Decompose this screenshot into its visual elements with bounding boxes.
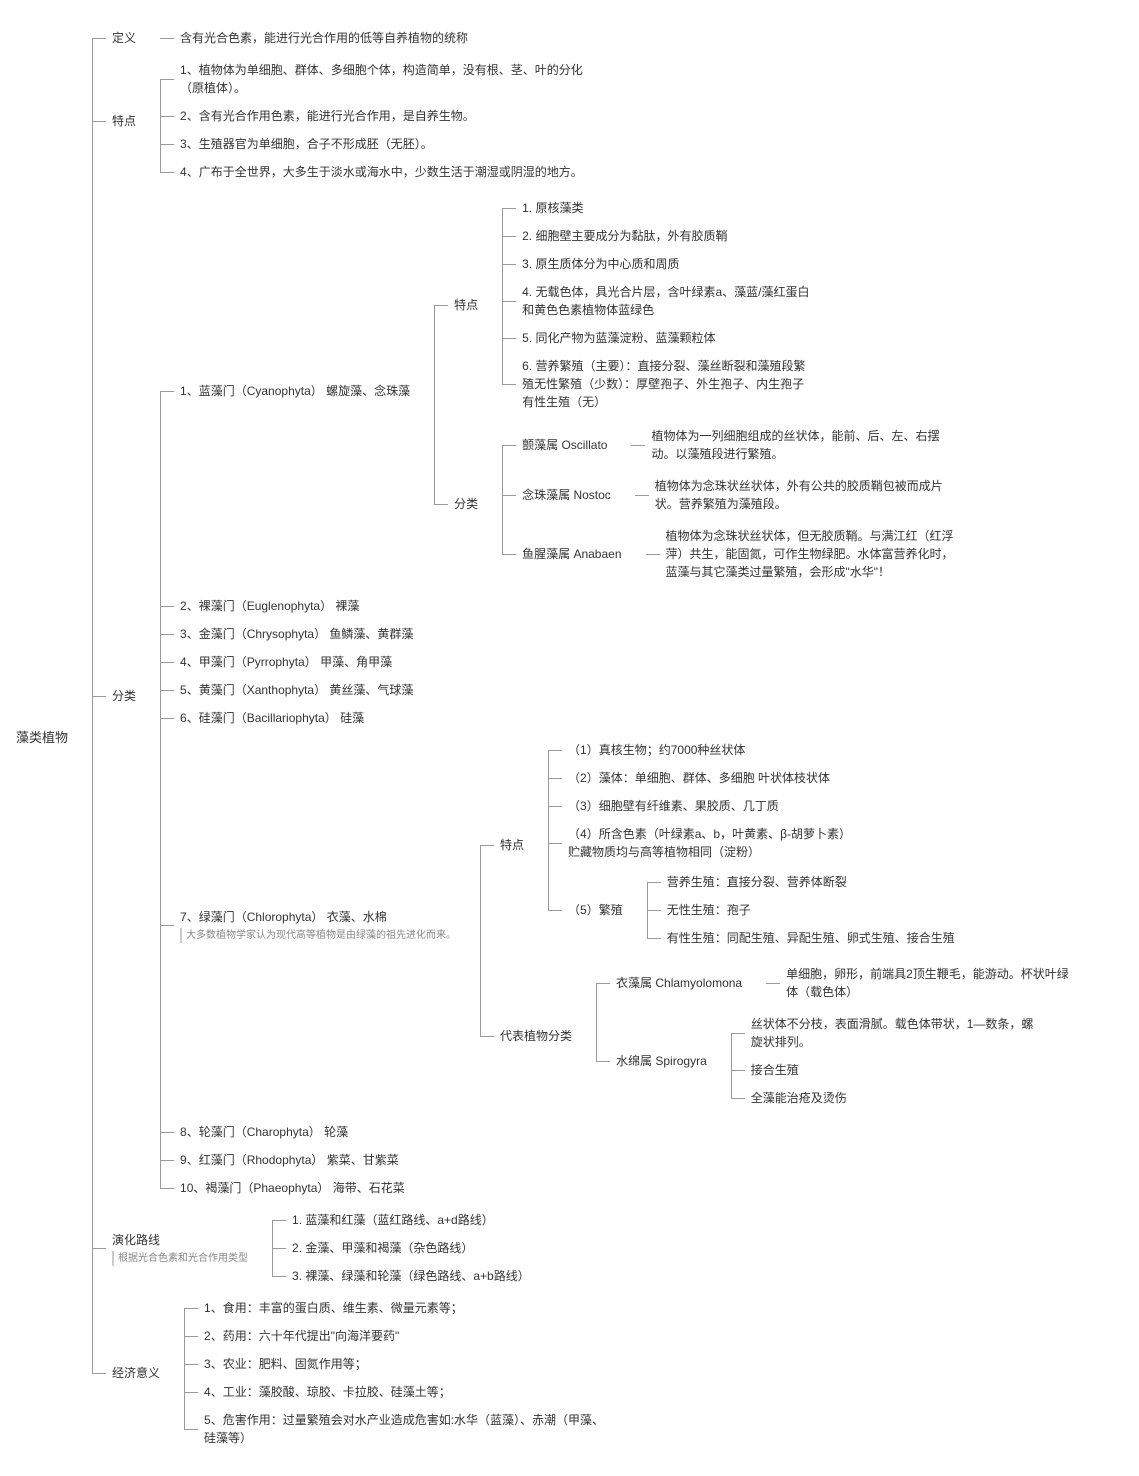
economy-item: 2、药用：六十年代提出"向海洋要药" bbox=[198, 1324, 405, 1348]
evolution-item: 3. 裸藻、绿藻和轮藻（绿色路线、a+b路线） bbox=[286, 1264, 536, 1288]
cyano-feature: 6. 营养繁殖（主要）：直接分裂、藻丝断裂和藻殖段繁殖无性繁殖（少数）：厚壁孢子… bbox=[516, 354, 816, 414]
economy-item: 3、农业：肥料、固氮作用等； bbox=[198, 1352, 373, 1376]
features-label: 特点 bbox=[106, 109, 142, 133]
genus-desc: 植物体为念珠状丝状体，外有公共的胶质鞘包被而成片状。营养繁殖为藻殖段。 bbox=[649, 474, 949, 516]
genus-name: 念珠藻属 Nostoc bbox=[516, 483, 617, 507]
chloro-reprod-item: 有性生殖：同配生殖、异配生殖、卵式生殖、接合生殖 bbox=[661, 926, 961, 950]
spiro-item: 丝状体不分枝，表面滑腻。载色体带状，1—数条，螺旋状排列。 bbox=[745, 1012, 1045, 1054]
root-node: 藻类植物 bbox=[10, 725, 74, 751]
evolution-sub: 根据光合色素和光合作用类型 bbox=[112, 1251, 248, 1266]
cyano-feature: 4. 无载色体，具光合片层，含叶绿素a、藻蓝/藻红蛋白和黄色色素植物体蓝绿色 bbox=[516, 280, 816, 322]
phylum-item: 5、黄藻门（Xanthophyta） 黄丝藻、气球藻 bbox=[174, 678, 419, 702]
phylum-item: 6、硅藻门（Bacillariophyta） 硅藻 bbox=[174, 706, 370, 730]
phylum-item: 3、金藻门（Chrysophyta） 鱼鳞藻、黄群藻 bbox=[174, 622, 419, 646]
genus-desc: 植物体为念珠状丝状体，但无胶质鞘。与满江红（红浮萍）共生，能固氮，可作生物绿肥。… bbox=[660, 524, 960, 584]
phylum-7-note: 大多数植物学家认为现代高等植物是由绿藻的祖先进化而来。 bbox=[180, 928, 456, 943]
chloro-feature: （3）细胞壁有纤维素、果胶质、几丁质 bbox=[562, 794, 785, 818]
economy-item: 5、危害作用：过量繁殖会对水产业造成危害如:水华（蓝藻）、赤潮（甲藻、硅藻等） bbox=[198, 1408, 618, 1450]
economy-item: 1、食用：丰富的蛋白质、维生素、微量元素等； bbox=[198, 1296, 469, 1320]
phylum-7-text: 7、绿藻门（Chlorophyta） 衣藻、水棉 bbox=[180, 910, 387, 924]
chloro-feature: （1）真核生物；约7000种丝状体 bbox=[562, 738, 751, 762]
evolution-label: 演化路线 根据光合色素和光合作用类型 bbox=[106, 1228, 254, 1269]
phylum-item: 1、蓝藻门（Cyanophyta） 螺旋藻、念珠藻 bbox=[174, 379, 416, 403]
cyano-features-label: 特点 bbox=[448, 293, 484, 317]
feature-item: 4、广布于全世界，大多生于淡水或海水中，少数生活于潮湿或阴湿的地方。 bbox=[174, 160, 589, 184]
chloro-feat-label: 特点 bbox=[494, 833, 530, 857]
phylum-item: 2、裸藻门（Euglenophyta） 裸藻 bbox=[174, 594, 365, 618]
spiro-name: 水绵属 Spirogyra bbox=[610, 1049, 713, 1073]
phylum-item: 7、绿藻门（Chlorophyta） 衣藻、水棉 大多数植物学家认为现代高等植物… bbox=[174, 905, 462, 946]
chloro-rep-label: 代表植物分类 bbox=[494, 1024, 578, 1048]
economy-label: 经济意义 bbox=[106, 1361, 166, 1385]
spiro-item: 全藻能治疮及烫伤 bbox=[745, 1086, 853, 1110]
genus-name: 颤藻属 Oscillato bbox=[516, 433, 613, 457]
chlamy-name: 衣藻属 Chlamyolomona bbox=[610, 971, 748, 995]
phylum-item: 9、红藻门（Rhodophyta） 紫菜、甘紫菜 bbox=[174, 1148, 405, 1172]
phylum-item: 4、甲藻门（Pyrrophyta） 甲藻、角甲藻 bbox=[174, 650, 398, 674]
feature-item: 3、生殖器官为单细胞，合子不形成胚（无胚）。 bbox=[174, 132, 439, 156]
mindmap-tree: 藻类植物 定义 含有光合色素，能进行光合作用的低等自养植物的统称 特点 1、植物… bbox=[10, 20, 1129, 1456]
cyano-feature: 5. 同化产物为蓝藻淀粉、蓝藻颗粒体 bbox=[516, 326, 721, 350]
feature-item: 2、含有光合作用色素，能进行光合作用，是自养生物。 bbox=[174, 104, 481, 128]
chloro-feature: （2）藻体：单细胞、群体、多细胞 叶状体枝状体 bbox=[562, 766, 836, 790]
cyano-feature: 3. 原生质体分为中心质和周质 bbox=[516, 252, 685, 276]
genus-name: 鱼腥藻属 Anabaen bbox=[516, 542, 627, 566]
chloro-reprod-item: 营养生殖：直接分裂、营养体断裂 bbox=[661, 870, 853, 894]
cyano-feature: 2. 细胞壁主要成分为黏肽，外有胶质鞘 bbox=[516, 224, 733, 248]
evolution-label-text: 演化路线 bbox=[112, 1233, 160, 1247]
classify-label: 分类 bbox=[106, 684, 142, 708]
spiro-item: 接合生殖 bbox=[745, 1058, 805, 1082]
evolution-item: 1. 蓝藻和红藻（蓝红路线、a+d路线） bbox=[286, 1208, 500, 1232]
chloro-reprod-label: （5）繁殖 bbox=[562, 898, 629, 922]
genus-desc: 植物体为一列细胞组成的丝状体，能前、后、左、右摆动。以藻殖段进行繁殖。 bbox=[645, 424, 945, 466]
definition-label: 定义 bbox=[106, 26, 142, 50]
feature-item: 1、植物体为单细胞、群体、多细胞个体，构造简单，没有根、茎、叶的分化（原植体）。 bbox=[174, 58, 594, 100]
evolution-item: 2. 金藻、甲藻和褐藻（杂色路线） bbox=[286, 1236, 479, 1260]
definition-text: 含有光合色素，能进行光合作用的低等自养植物的统称 bbox=[174, 26, 474, 50]
cyano-feature: 1. 原核藻类 bbox=[516, 196, 589, 220]
phylum-item: 10、褐藻门（Phaeophyta） 海带、石花菜 bbox=[174, 1176, 411, 1200]
chlamy-desc: 单细胞，卵形，前端具2顶生鞭毛，能游动。杯状叶绿体（载色体） bbox=[780, 962, 1080, 1004]
chloro-reprod-item: 无性生殖：孢子 bbox=[661, 898, 757, 922]
chloro-feature: （4）所含色素（叶绿素a、b，叶黄素、β-胡萝卜素）贮藏物质均与高等植物相同（淀… bbox=[562, 822, 862, 864]
economy-item: 4、工业：藻胶酸、琼胶、卡拉胶、硅藻土等； bbox=[198, 1380, 457, 1404]
phylum-item: 8、轮藻门（Charophyta） 轮藻 bbox=[174, 1120, 354, 1144]
cyano-class-label: 分类 bbox=[448, 492, 484, 516]
